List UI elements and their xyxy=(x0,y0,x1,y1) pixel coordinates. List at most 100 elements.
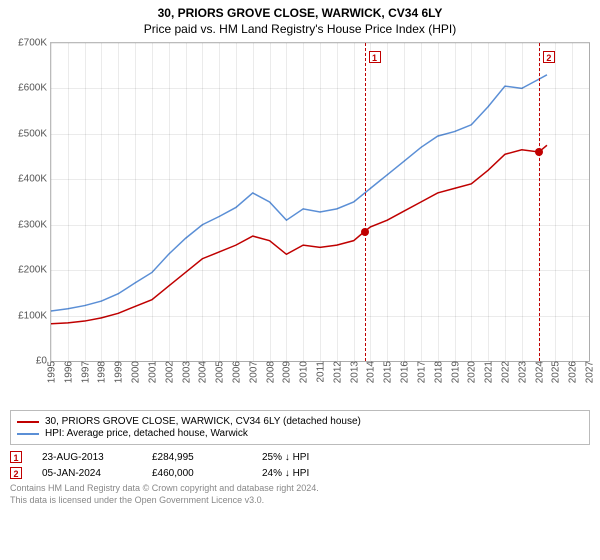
y-tick-label: £300K xyxy=(18,219,51,230)
grid-v xyxy=(118,43,119,361)
y-tick-label: £100K xyxy=(18,310,51,321)
x-tick-label: 1998 xyxy=(95,361,108,383)
grid-v xyxy=(572,43,573,361)
event-price-1: £284,995 xyxy=(152,452,242,463)
event-marker-box: 1 xyxy=(369,51,381,63)
event-marker-1: 1 xyxy=(10,451,22,463)
x-tick-label: 2016 xyxy=(398,361,411,383)
x-tick-label: 2026 xyxy=(566,361,579,383)
x-tick-label: 2000 xyxy=(129,361,142,383)
legend-item-hpi: HPI: Average price, detached house, Warw… xyxy=(17,428,583,439)
grid-v xyxy=(354,43,355,361)
y-tick-label: £700K xyxy=(18,38,51,49)
legend-swatch-hpi xyxy=(17,433,39,435)
event-point xyxy=(535,148,543,156)
x-tick-label: 2006 xyxy=(229,361,242,383)
x-tick-label: 1999 xyxy=(112,361,125,383)
grid-v xyxy=(505,43,506,361)
event-date-1: 23-AUG-2013 xyxy=(42,452,132,463)
event-delta-2: 24% ↓ HPI xyxy=(262,468,352,479)
event-point xyxy=(361,228,369,236)
x-tick-label: 2013 xyxy=(347,361,360,383)
y-tick-label: £200K xyxy=(18,265,51,276)
grid-v xyxy=(270,43,271,361)
grid-v xyxy=(488,43,489,361)
y-tick-label: £500K xyxy=(18,128,51,139)
grid-v xyxy=(101,43,102,361)
grid-v xyxy=(589,43,590,361)
y-tick-label: £400K xyxy=(18,174,51,185)
events-table: 1 23-AUG-2013 £284,995 25% ↓ HPI 2 05-JA… xyxy=(10,451,590,479)
grid-v xyxy=(169,43,170,361)
x-tick-label: 2027 xyxy=(583,361,596,383)
event-price-2: £460,000 xyxy=(152,468,242,479)
x-tick-label: 2020 xyxy=(465,361,478,383)
legend-swatch-property xyxy=(17,421,39,423)
grid-v xyxy=(555,43,556,361)
plot-area: £0£100K£200K£300K£400K£500K£600K£700K199… xyxy=(50,42,590,362)
x-tick-label: 2017 xyxy=(414,361,427,383)
grid-v xyxy=(219,43,220,361)
attribution-line-1: Contains HM Land Registry data © Crown c… xyxy=(10,483,590,495)
x-tick-label: 2022 xyxy=(498,361,511,383)
x-tick-label: 2014 xyxy=(364,361,377,383)
event-row-2: 2 05-JAN-2024 £460,000 24% ↓ HPI xyxy=(10,467,590,479)
grid-v xyxy=(387,43,388,361)
grid-v xyxy=(236,43,237,361)
x-tick-label: 2012 xyxy=(330,361,343,383)
grid-v xyxy=(471,43,472,361)
x-tick-label: 2021 xyxy=(482,361,495,383)
grid-v xyxy=(51,43,52,361)
event-vline xyxy=(365,43,366,361)
grid-v xyxy=(253,43,254,361)
grid-v xyxy=(202,43,203,361)
x-tick-label: 2023 xyxy=(515,361,528,383)
x-tick-label: 2011 xyxy=(314,361,327,383)
legend-label-property: 30, PRIORS GROVE CLOSE, WARWICK, CV34 6L… xyxy=(45,416,361,427)
grid-v xyxy=(286,43,287,361)
grid-v xyxy=(404,43,405,361)
event-row-1: 1 23-AUG-2013 £284,995 25% ↓ HPI xyxy=(10,451,590,463)
chart-subtitle: Price paid vs. HM Land Registry's House … xyxy=(10,22,590,36)
chart-container: 30, PRIORS GROVE CLOSE, WARWICK, CV34 6L… xyxy=(0,0,600,560)
attribution: Contains HM Land Registry data © Crown c… xyxy=(10,483,590,506)
y-tick-label: £600K xyxy=(18,83,51,94)
series-property-line xyxy=(51,145,547,323)
x-tick-label: 2010 xyxy=(297,361,310,383)
x-tick-label: 2002 xyxy=(162,361,175,383)
x-tick-label: 1997 xyxy=(78,361,91,383)
attribution-line-2: This data is licensed under the Open Gov… xyxy=(10,495,590,507)
event-delta-1: 25% ↓ HPI xyxy=(262,452,352,463)
grid-v xyxy=(522,43,523,361)
x-tick-label: 1996 xyxy=(61,361,74,383)
x-tick-label: 2001 xyxy=(145,361,158,383)
x-tick-label: 2019 xyxy=(448,361,461,383)
grid-v xyxy=(421,43,422,361)
legend-label-hpi: HPI: Average price, detached house, Warw… xyxy=(45,428,248,439)
x-tick-label: 2009 xyxy=(280,361,293,383)
chart-title: 30, PRIORS GROVE CLOSE, WARWICK, CV34 6L… xyxy=(10,6,590,20)
grid-v xyxy=(337,43,338,361)
event-marker-2: 2 xyxy=(10,467,22,479)
x-tick-label: 2005 xyxy=(213,361,226,383)
event-marker-box: 2 xyxy=(543,51,555,63)
legend-item-property: 30, PRIORS GROVE CLOSE, WARWICK, CV34 6L… xyxy=(17,416,583,427)
x-tick-label: 2018 xyxy=(431,361,444,383)
grid-v xyxy=(85,43,86,361)
x-tick-label: 1995 xyxy=(45,361,58,383)
grid-v xyxy=(135,43,136,361)
grid-v xyxy=(303,43,304,361)
legend: 30, PRIORS GROVE CLOSE, WARWICK, CV34 6L… xyxy=(10,410,590,445)
grid-v xyxy=(152,43,153,361)
event-vline xyxy=(539,43,540,361)
x-tick-label: 2015 xyxy=(381,361,394,383)
x-tick-label: 2007 xyxy=(246,361,259,383)
grid-v xyxy=(438,43,439,361)
x-tick-label: 2003 xyxy=(179,361,192,383)
grid-v xyxy=(370,43,371,361)
x-tick-label: 2025 xyxy=(549,361,562,383)
grid-v xyxy=(186,43,187,361)
grid-v xyxy=(320,43,321,361)
event-date-2: 05-JAN-2024 xyxy=(42,468,132,479)
grid-v xyxy=(455,43,456,361)
